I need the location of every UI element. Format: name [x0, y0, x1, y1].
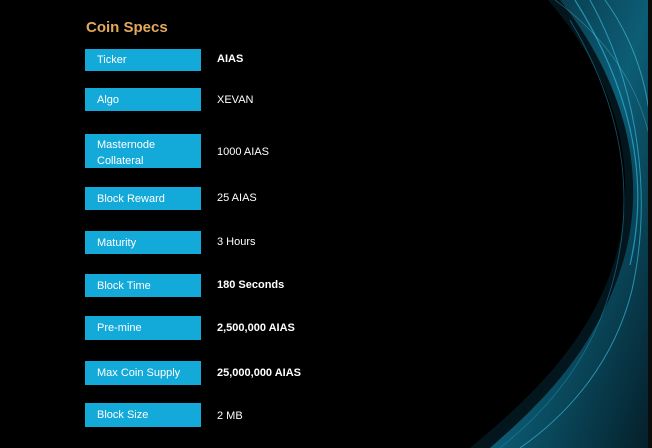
spec-label: Block Size	[85, 403, 201, 427]
spec-label: Maturity	[85, 231, 201, 254]
spec-label: Ticker	[85, 49, 201, 71]
spec-label: Block Reward	[85, 187, 201, 210]
spec-label: Block Time	[85, 274, 201, 297]
spec-value: XEVAN	[217, 94, 254, 106]
spec-value: 180 Seconds	[217, 279, 285, 291]
spec-label: Max Coin Supply	[85, 361, 201, 385]
spec-value: 1000 AIAS	[217, 146, 269, 158]
spec-label: Algo	[85, 88, 201, 111]
page-title: Coin Specs	[86, 19, 168, 36]
spec-value: 25,000,000 AIAS	[217, 367, 301, 379]
spec-value: 2 MB	[217, 410, 243, 422]
spec-label: Masternode Collateral	[85, 134, 201, 168]
spec-label: Pre-mine	[85, 316, 201, 340]
spec-value: 3 Hours	[217, 236, 256, 248]
spec-value: 2,500,000 AIAS	[217, 322, 295, 334]
spec-value: 25 AIAS	[217, 192, 257, 204]
spec-value: AIAS	[217, 53, 244, 65]
